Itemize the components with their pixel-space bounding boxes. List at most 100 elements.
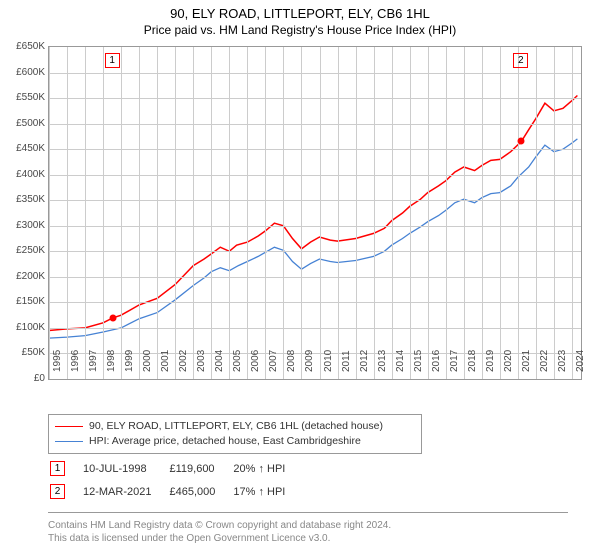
gridline [49,124,581,125]
gridline [500,47,501,379]
x-axis-label: 1999 [124,350,135,372]
footer-attribution: Contains HM Land Registry data © Crown c… [48,512,568,545]
gridline [139,47,140,379]
x-axis-label: 2000 [142,350,153,372]
x-axis-label: 2009 [304,350,315,372]
table-row: 110-JUL-1998£119,60020% ↑ HPI [50,458,301,479]
gridline [103,47,104,379]
chart-plot: £0£50K£100K£150K£200K£250K£300K£350K£400… [48,46,582,380]
y-axis-label: £350K [3,195,45,205]
x-axis-label: 2017 [449,350,460,372]
gridline [572,47,573,379]
x-axis-label: 1995 [52,350,63,372]
sale-marker-cell: 2 [50,484,65,499]
sale-date: 12-MAR-2021 [83,481,167,502]
x-axis-label: 2022 [539,350,550,372]
x-axis-label: 2011 [341,350,352,372]
x-axis-label: 2016 [431,350,442,372]
gridline [229,47,230,379]
gridline [374,47,375,379]
gridline [482,47,483,379]
gridline [49,251,581,252]
gridline [49,200,581,201]
gridline [121,47,122,379]
gridline [211,47,212,379]
gridline [392,47,393,379]
sale-delta: 17% ↑ HPI [233,481,301,502]
sales-table: 110-JUL-1998£119,60020% ↑ HPI 2 12-MAR-202… [48,456,303,504]
y-axis-label: £650K [3,42,45,52]
gridline [49,302,581,303]
gridline [265,47,266,379]
x-axis-label: 2004 [214,350,225,372]
gridline [283,47,284,379]
gridline [518,47,519,379]
gridline [247,47,248,379]
x-axis-label: 2003 [196,350,207,372]
legend-item: 90, ELY ROAD, LITTLEPORT, ELY, CB6 1HL (… [55,419,415,434]
x-axis-label: 2001 [160,350,171,372]
y-axis-label: £600K [3,68,45,78]
y-axis-label: £200K [3,272,45,282]
x-axis-label: 2013 [377,350,388,372]
footer-line1: Contains HM Land Registry data © Crown c… [48,519,568,532]
x-axis-label: 1998 [106,350,117,372]
x-axis-label: 2012 [359,350,370,372]
x-axis-label: 1996 [70,350,81,372]
y-axis-label: £300K [3,221,45,231]
x-axis-label: 2018 [467,350,478,372]
x-axis-label: 2010 [323,350,334,372]
x-axis-label: 2024 [575,350,586,372]
sale-price: £119,600 [169,458,231,479]
gridline [536,47,537,379]
x-axis-label: 2021 [521,350,532,372]
gridline [49,149,581,150]
x-axis-label: 2014 [395,350,406,372]
gridline [49,98,581,99]
gridline [157,47,158,379]
gridline [356,47,357,379]
x-axis-label: 2002 [178,350,189,372]
gridline [49,328,581,329]
gridline [338,47,339,379]
gridline [49,73,581,74]
table-row: 212-MAR-2021£465,00017% ↑ HPI [50,481,301,502]
gridline [446,47,447,379]
x-axis-label: 2015 [413,350,424,372]
x-axis-label: 2007 [268,350,279,372]
sale-delta: 20% ↑ HPI [233,458,301,479]
sale-marker-cell: 1 [50,461,65,476]
gridline [67,47,68,379]
series-hpi [49,139,577,338]
y-axis-label: £400K [3,170,45,180]
x-axis-label: 2023 [557,350,568,372]
sale-marker-2: 2 [513,53,528,68]
legend-label: HPI: Average price, detached house, East… [89,435,361,447]
gridline [554,47,555,379]
y-axis-label: £250K [3,246,45,256]
sale-dot [109,314,116,321]
gridline [410,47,411,379]
series-property [49,96,577,331]
gridline [49,47,50,379]
x-axis-label: 2020 [503,350,514,372]
y-axis-label: £0 [3,374,45,384]
gridline [193,47,194,379]
gridline [175,47,176,379]
y-axis-label: £50K [3,348,45,358]
footer-line2: This data is licensed under the Open Gov… [48,532,568,545]
y-axis-label: £450K [3,144,45,154]
legend-box: 90, ELY ROAD, LITTLEPORT, ELY, CB6 1HL (… [48,414,422,454]
chart-subtitle: Price paid vs. HM Land Registry's House … [0,21,600,37]
y-axis-label: £550K [3,93,45,103]
gridline [320,47,321,379]
x-axis-label: 2019 [485,350,496,372]
x-axis-label: 2006 [250,350,261,372]
x-axis-label: 2005 [232,350,243,372]
x-axis-label: 1997 [88,350,99,372]
gridline [49,226,581,227]
gridline [464,47,465,379]
gridline [49,175,581,176]
x-axis-label: 2008 [286,350,297,372]
legend-swatch [55,441,83,442]
